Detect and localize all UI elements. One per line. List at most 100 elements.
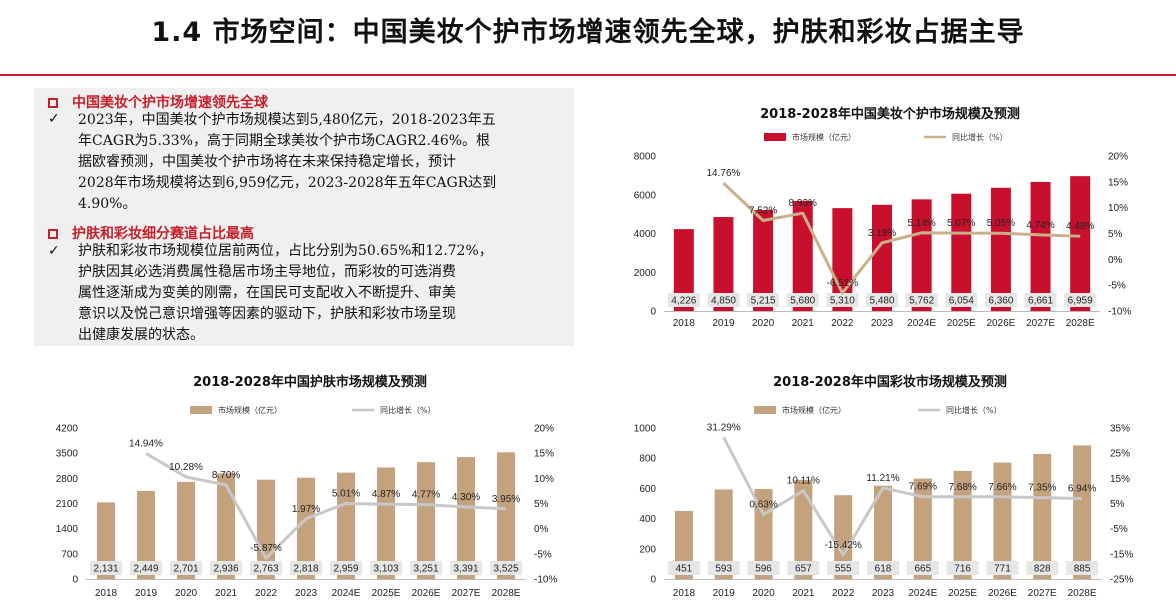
- y2-tick-label: -15%: [1110, 549, 1133, 560]
- bar: [1070, 176, 1091, 311]
- bar: [713, 217, 734, 311]
- y2-tick-label: 10%: [1108, 203, 1128, 214]
- bar-value-label: 6,661: [1028, 296, 1053, 307]
- chart-title: 2018-2028年中国护肤市场规模及预测: [193, 374, 427, 390]
- chart-beauty-personal-care: 2018-2028年中国美妆个护市场规模及预测 市场规模（亿元） 同比增长（%） 0 2…: [612, 100, 1168, 332]
- bar-value-label: 885: [1074, 564, 1091, 575]
- growth-value-label: 7.52%: [749, 205, 777, 216]
- bar: [911, 199, 932, 311]
- x-tick-label: 2021: [215, 588, 238, 599]
- growth-value-label: 14.76%: [706, 168, 740, 179]
- y-tick-label: 3500: [56, 449, 79, 460]
- x-tick-label: 2022: [831, 318, 854, 329]
- square-bullet-icon: [48, 98, 58, 108]
- bar-value-box: [130, 561, 162, 575]
- bar: [874, 485, 892, 579]
- bar-value-label: 716: [954, 564, 971, 575]
- bar: [951, 193, 972, 311]
- bar-value-box: [827, 561, 860, 575]
- y2-tick-label: -5%: [534, 549, 552, 560]
- x-tick-label: 2019: [135, 588, 158, 599]
- bar-value-box: [1026, 561, 1059, 575]
- x-tick-label: 2028E: [1066, 318, 1095, 329]
- x-tick-label: 2027E: [452, 588, 481, 599]
- bar-value-label: 665: [914, 564, 931, 575]
- bar-value-label: 4,850: [711, 296, 736, 307]
- growth-value-label: 7.66%: [988, 482, 1016, 493]
- check-icon: ✓: [48, 243, 60, 259]
- x-tick-label: 2020: [175, 588, 198, 599]
- y-tick-label: 2800: [56, 474, 79, 485]
- y-tick-label: 800: [639, 454, 656, 465]
- bar-value-label: 2,936: [213, 564, 238, 575]
- square-bullet-icon: [48, 229, 58, 239]
- growth-value-label: 5.14%: [907, 218, 935, 229]
- bar: [137, 490, 155, 579]
- x-tick-label: 2019: [712, 318, 735, 329]
- legend-label: 市场规模（亿元）: [218, 405, 282, 415]
- x-tick-label: 2025E: [947, 318, 976, 329]
- section-heading-2-text: 护肤和彩妆细分赛道占比最高: [72, 226, 254, 242]
- x-tick-label: 2021: [792, 318, 815, 329]
- bar-value-box: [747, 293, 780, 307]
- x-tick-label: 2028E: [492, 588, 521, 599]
- bar: [177, 481, 195, 579]
- bar-value-label: 2,959: [333, 564, 358, 575]
- growth-value-label: 7.35%: [1028, 483, 1056, 494]
- x-tick-label: 2025E: [948, 588, 977, 599]
- paragraph-line: 护肤和彩妆市场规模位居前两位，占比分别为50.65%和12.72%，: [78, 243, 493, 259]
- bar-value-label: 5,480: [869, 296, 894, 307]
- y2-tick-label: 25%: [1110, 449, 1130, 460]
- growth-value-label: 10.28%: [169, 462, 203, 473]
- bar-value-box: [170, 561, 202, 575]
- growth-value-label: 4.77%: [412, 490, 440, 501]
- bar-value-label: 2,131: [93, 564, 118, 575]
- y2-tick-label: -10%: [534, 575, 557, 586]
- bar: [497, 452, 515, 579]
- x-tick-label: 2027E: [1026, 318, 1055, 329]
- bar-value-box: [905, 293, 938, 307]
- bar-value-label: 4,226: [671, 296, 696, 307]
- growth-value-label: 31.29%: [707, 422, 741, 433]
- bar-value-box: [1066, 561, 1099, 575]
- bar-value-label: 657: [795, 564, 812, 575]
- y-tick-label: 600: [639, 484, 656, 495]
- x-tick-label: 2026E: [412, 588, 441, 599]
- paragraph-line: 2028年市场规模将达到6,959亿元，2023-2028年五年CAGR达到: [78, 175, 497, 191]
- bar-value-label: 2,818: [293, 564, 318, 575]
- y-tick-label: 400: [639, 514, 656, 525]
- growth-value-label: 4.48%: [1066, 221, 1094, 232]
- y2-tick-label: 5%: [1108, 229, 1123, 240]
- y-tick-label: 700: [61, 549, 78, 560]
- x-tick-label: 2023: [295, 588, 318, 599]
- bar-value-label: 555: [835, 564, 852, 575]
- growth-value-label: 14.94%: [129, 438, 163, 449]
- bar-value-box: [786, 293, 819, 307]
- bar: [753, 209, 774, 311]
- x-tick-label: 2018: [95, 588, 118, 599]
- legend-label: 同比增长（%）: [946, 405, 1002, 415]
- bar-value-label: 3,391: [453, 564, 478, 575]
- bar-value-box: [450, 561, 482, 575]
- paragraph-line: 年CAGR为5.33%，高于同期全球美妆个护市场CAGR2.46%。根: [78, 133, 491, 149]
- y2-tick-label: 35%: [1110, 424, 1130, 435]
- x-tick-label: 2018: [673, 588, 696, 599]
- bar: [297, 477, 315, 579]
- bar-value-label: 451: [676, 564, 693, 575]
- y-tick-label: 200: [639, 544, 656, 555]
- chart-skincare: 2018-2028年中国护肤市场规模及预测 市场规模（亿元） 同比增长（%） 0 700…: [40, 370, 580, 610]
- chart-title: 2018-2028年中国美妆个护市场规模及预测: [760, 106, 1020, 122]
- y2-tick-label: 0%: [534, 524, 549, 535]
- bar-value-box: [945, 293, 978, 307]
- legend-swatch-bar: [754, 406, 776, 414]
- bar-value-box: [210, 561, 242, 575]
- y-tick-label: 4000: [634, 229, 657, 240]
- check-icon: ✓: [48, 111, 60, 127]
- paragraph-line: 护肤因其必选消费属性稳居市场主导地位，而彩妆的可选消费: [78, 264, 456, 280]
- bar: [97, 502, 115, 579]
- legend-label: 同比增长（%）: [380, 405, 436, 415]
- growth-value-label: 5.01%: [332, 488, 360, 499]
- bar-value-box: [410, 561, 442, 575]
- legend-label: 同比增长（%）: [952, 132, 1008, 142]
- y2-tick-label: 20%: [534, 424, 554, 435]
